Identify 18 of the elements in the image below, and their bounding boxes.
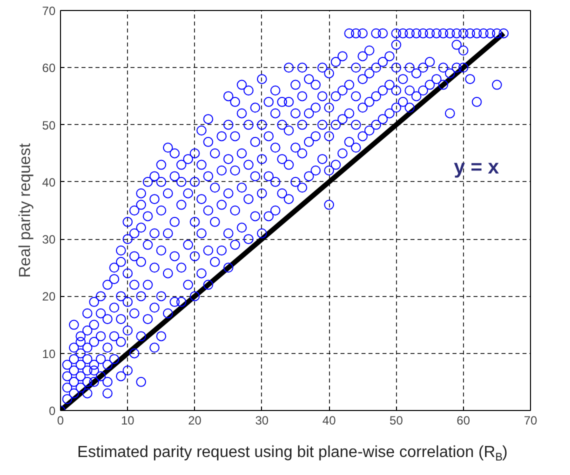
x-tick-label: 10: [120, 414, 135, 428]
y-tick-label: 60: [42, 61, 56, 76]
y-tick-label: 0: [48, 404, 56, 418]
y-tick-label: 20: [42, 290, 56, 304]
y-tick-label: 30: [42, 232, 56, 247]
y-tick-label: 50: [42, 118, 56, 132]
y-axis-title: Real parity request: [17, 142, 34, 278]
x-tick-label: 30: [255, 414, 269, 428]
y-tick-label: 40: [42, 175, 56, 190]
y-tick-label: 10: [42, 346, 56, 361]
x-tick-label: 0: [57, 414, 64, 428]
y-tick-label: 70: [42, 4, 56, 18]
annotation: y = x: [454, 156, 499, 178]
x-tick-label: 70: [524, 414, 538, 428]
x-tick-label: 40: [322, 414, 336, 428]
x-tick-label: 60: [456, 414, 470, 428]
x-tick-label: 20: [188, 414, 202, 428]
x-tick-label: 50: [390, 414, 404, 428]
